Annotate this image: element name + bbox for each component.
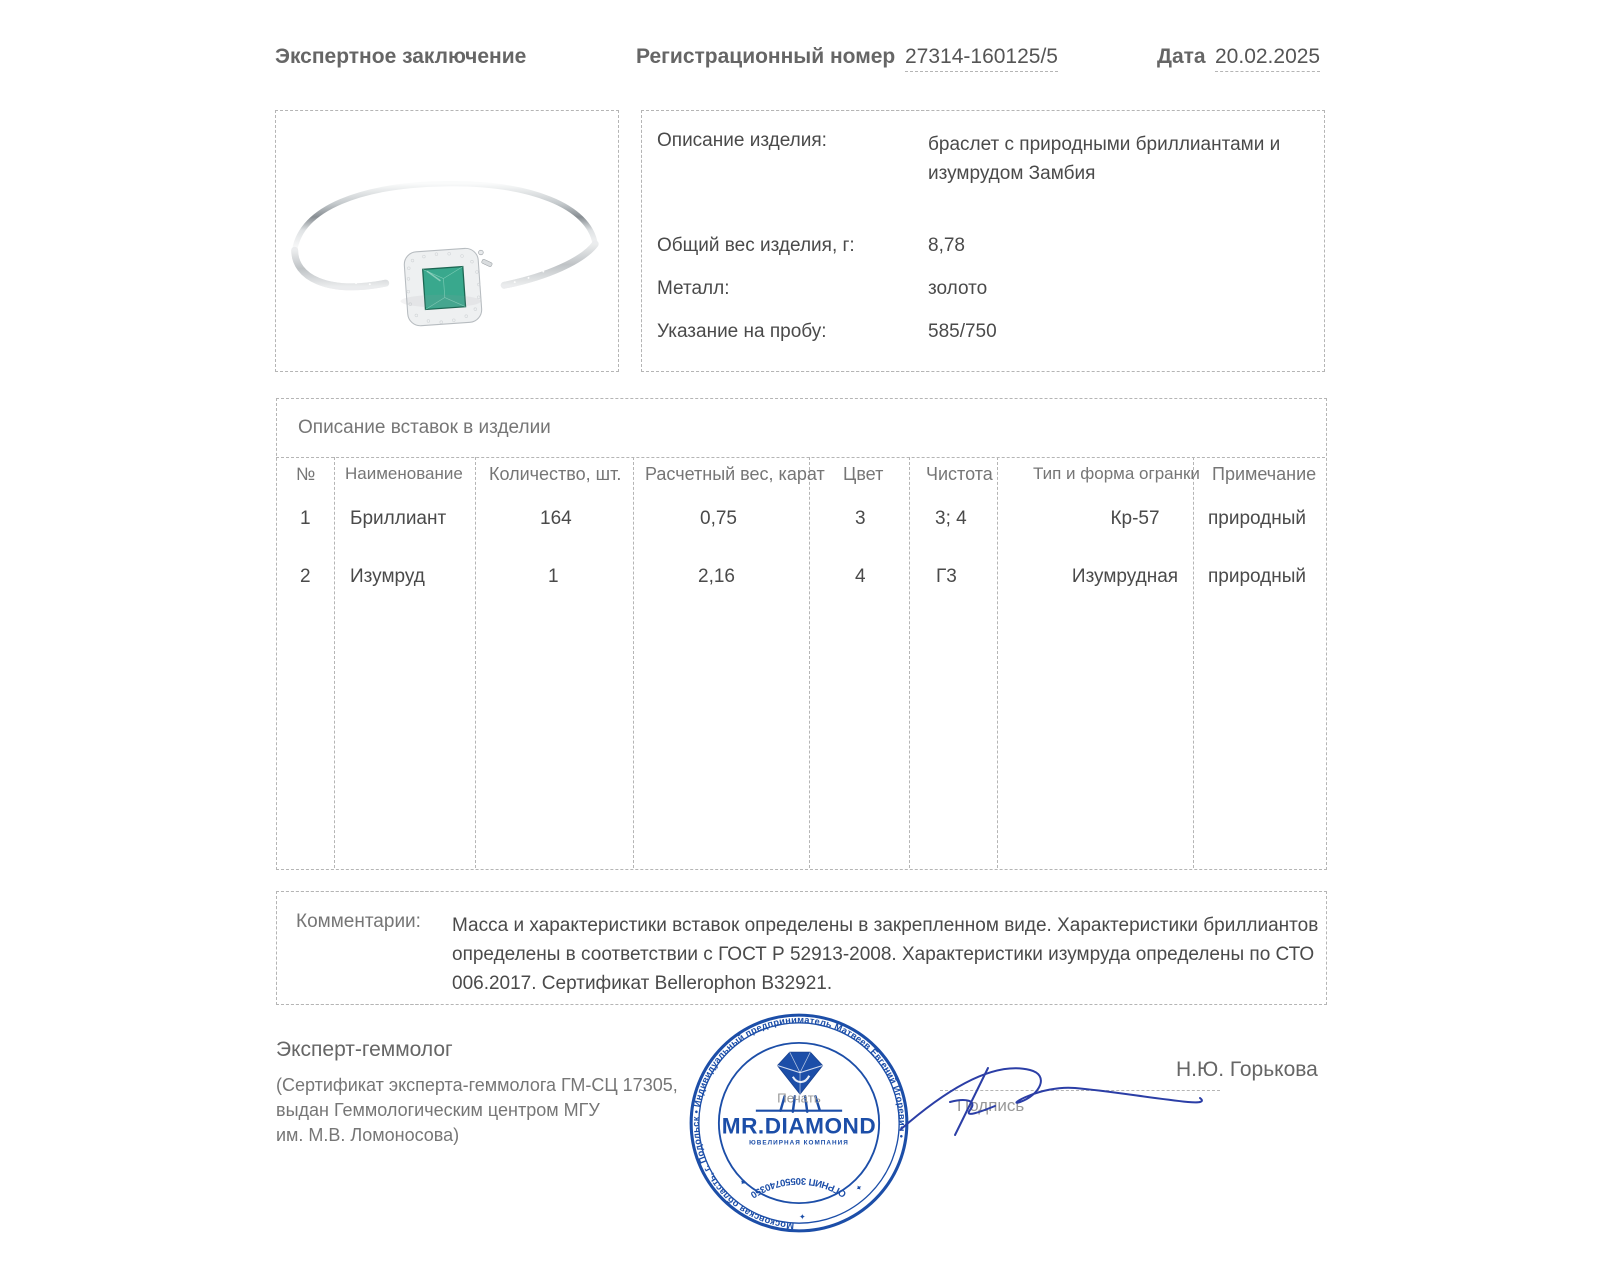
svg-text:✦: ✦: [853, 1183, 864, 1194]
svg-text:MR.DIAMOND: MR.DIAMOND: [722, 1113, 876, 1138]
svg-text:ЮВЕЛИРНАЯ КОМПАНИЯ: ЮВЕЛИРНАЯ КОМПАНИЯ: [749, 1140, 849, 1147]
svg-text:✦: ✦: [799, 1213, 806, 1222]
svg-text:✦: ✦: [738, 1177, 749, 1188]
svg-text:Печать: Печать: [777, 1090, 821, 1105]
